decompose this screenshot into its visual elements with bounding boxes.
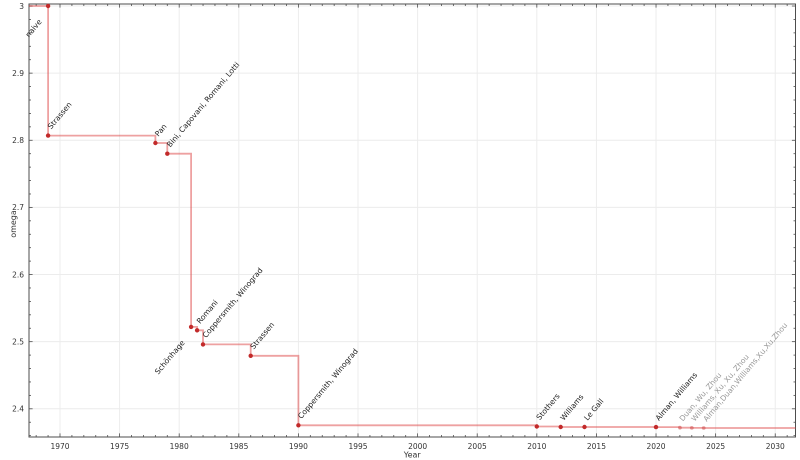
y-tick-label: 2.7 [12,203,24,212]
data-point [653,424,659,430]
data-point [678,425,682,430]
x-tick-label: 2010 [527,442,546,451]
data-point [153,140,158,146]
omega-step-line [29,5,796,429]
x-tick-label: 1985 [229,442,248,451]
x-tick-label: 2030 [766,442,785,451]
x-tick-label: 1990 [289,442,308,451]
y-tick-label: 2.5 [12,337,24,346]
data-point [45,133,51,138]
y-axis-title: omega [9,210,18,238]
y-tick-label: 3 [19,2,24,11]
y-tick-label: 2.6 [12,270,24,279]
data-point [534,424,539,429]
data-point [296,423,301,428]
data-point [200,342,206,347]
data-point [45,3,51,9]
y-tick-label: 2.9 [12,69,24,78]
x-tick-label: 2025 [706,442,725,451]
x-tick-label: 2015 [587,442,606,451]
data-point [689,426,694,430]
x-tick-label: 1995 [348,442,367,451]
x-tick-label: 1980 [170,442,189,451]
data-point [701,426,706,430]
data-point [194,328,200,333]
data-point [558,424,563,430]
data-point [188,324,194,330]
data-point [165,151,170,156]
y-tick-label: 2.8 [12,136,24,145]
x-tick-label: 2020 [646,442,665,451]
x-tick-label: 2005 [468,442,487,451]
x-tick-label: 2000 [408,442,427,451]
x-tick-label: 1975 [110,442,129,451]
y-tick-label: 2.4 [12,405,24,414]
data-point [582,424,587,430]
data-point [248,353,253,358]
x-axis-title: Year [403,451,422,460]
x-tick-label: 1970 [50,442,69,451]
